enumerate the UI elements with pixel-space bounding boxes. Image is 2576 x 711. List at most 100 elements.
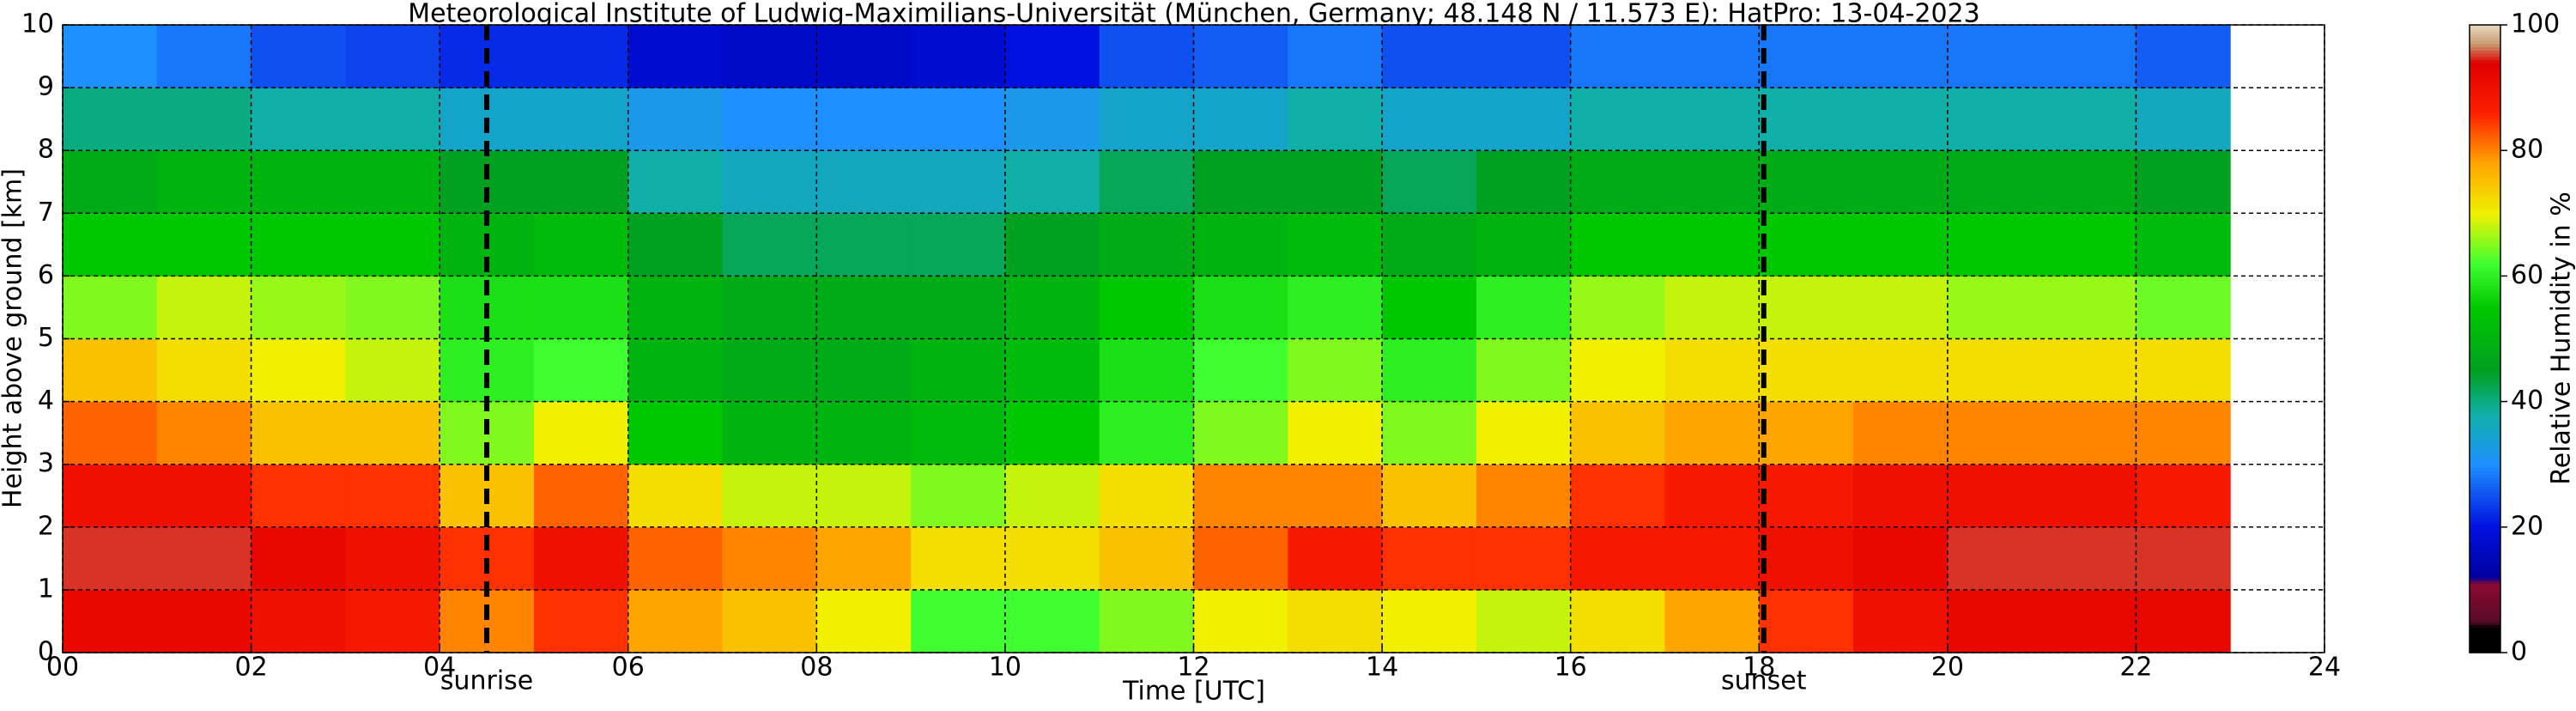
heatmap-cell: [63, 25, 157, 88]
colorbar-segment: [2470, 270, 2500, 273]
heatmap-cell: [1005, 465, 1100, 528]
heatmap-cell: [1382, 402, 1476, 465]
heatmap-cell: [157, 25, 252, 88]
colorbar-segment: [2470, 524, 2500, 527]
heatmap-cell: [1005, 150, 1100, 214]
heatmap-cell: [534, 402, 628, 465]
heatmap-cell: [534, 339, 628, 403]
colorbar-segment: [2470, 615, 2500, 618]
colorbar-segment: [2470, 330, 2500, 333]
heatmap-cell: [1853, 402, 1948, 465]
heatmap-cell: [816, 276, 911, 339]
heatmap-cell: [723, 276, 817, 339]
colorbar-segment: [2470, 141, 2500, 144]
colorbar-segment: [2470, 461, 2500, 465]
heatmap-cell: [911, 213, 1005, 276]
heatmap-cell: [816, 25, 911, 88]
colorbar-segment: [2470, 380, 2500, 383]
heatmap-cell: [1476, 527, 1571, 591]
heatmap-cell: [157, 213, 252, 276]
heatmap-cell: [1476, 213, 1571, 276]
heatmap-cell: [157, 590, 252, 653]
colorbar-segment: [2470, 512, 2500, 515]
colorbar-segment: [2470, 398, 2500, 402]
heatmap-cell: [252, 339, 346, 403]
heatmap-cell: [1382, 465, 1476, 528]
colorbar-segment: [2470, 474, 2500, 477]
heatmap-cell: [1853, 213, 1948, 276]
heatmap-cell: [1100, 527, 1194, 591]
colorbar-segment: [2470, 611, 2500, 615]
y-tick-label: 1: [38, 574, 54, 604]
heatmap-cell: [1759, 213, 1853, 276]
heatmap-cell: [911, 276, 1005, 339]
x-tick-label: 08: [800, 653, 833, 683]
colorbar-segment: [2470, 562, 2500, 565]
colorbar-segment: [2470, 116, 2500, 119]
heatmap-cell: [345, 339, 439, 403]
colorbar-segment: [2470, 596, 2500, 599]
colorbar-segment: [2470, 471, 2500, 474]
colorbar-segment: [2470, 119, 2500, 123]
colorbar-segment: [2470, 175, 2500, 179]
colorbar-segment: [2470, 452, 2500, 455]
heatmap-cell: [1948, 339, 2042, 403]
heatmap-cell: [2136, 339, 2230, 403]
heatmap-cell: [157, 527, 252, 591]
colorbar-label: Relative Humidity in %: [2547, 191, 2576, 484]
x-tick-label: 02: [234, 653, 267, 683]
heatmap-cell: [1948, 88, 2042, 151]
heatmap-cell: [911, 402, 1005, 465]
heatmap-cell: [1194, 590, 1288, 653]
colorbar-segment: [2470, 345, 2500, 349]
heatmap-cell: [252, 276, 346, 339]
heatmap-cell: [628, 25, 723, 88]
colorbar-segment: [2470, 477, 2500, 480]
heatmap-cell: [1005, 276, 1100, 339]
colorbar-segment: [2470, 577, 2500, 580]
colorbar-segment: [2470, 448, 2500, 452]
heatmap-cell: [252, 213, 346, 276]
heatmap-cell: [1571, 527, 1665, 591]
colorbar-segment: [2470, 414, 2500, 417]
colorbar-segment: [2470, 446, 2500, 449]
heatmap-cell: [1948, 213, 2042, 276]
colorbar-segment: [2470, 129, 2500, 132]
y-tick-label: 10: [21, 9, 54, 40]
colorbar-segment: [2470, 222, 2500, 226]
heatmap-cell: [1288, 590, 1382, 653]
annotation-label: sunset: [1721, 666, 1807, 696]
heatmap-cell: [911, 339, 1005, 403]
colorbar-segment: [2470, 574, 2500, 578]
heatmap-cell: [1948, 402, 2042, 465]
heatmap-cell: [1288, 465, 1382, 528]
heatmap-cell: [628, 402, 723, 465]
colorbar-segment: [2470, 239, 2500, 242]
heatmap-cell: [1948, 25, 2042, 88]
heatmap-cell: [1759, 276, 1853, 339]
colorbar-segment: [2470, 50, 2500, 53]
heatmap-cell: [1194, 88, 1288, 151]
colorbar-segment: [2470, 82, 2500, 85]
heatmap-cell: [816, 465, 911, 528]
heatmap-cell: [1853, 339, 1948, 403]
heatmap-cell: [1571, 276, 1665, 339]
heatmap-cell: [1476, 25, 1571, 88]
heatmap-cell: [63, 402, 157, 465]
colorbar-segment: [2470, 624, 2500, 628]
colorbar-segment: [2470, 584, 2500, 587]
heatmap-cell: [723, 213, 817, 276]
heatmap-cell: [1759, 527, 1853, 591]
colorbar-segment: [2470, 518, 2500, 521]
heatmap-cell: [63, 527, 157, 591]
colorbar-segment: [2470, 194, 2500, 198]
colorbar-segment: [2470, 411, 2500, 415]
heatmap-cell: [1759, 25, 1853, 88]
heatmap-cell: [534, 276, 628, 339]
x-tick-label: 10: [989, 653, 1021, 683]
heatmap-cell: [439, 150, 534, 214]
heatmap-cell: [1194, 339, 1288, 403]
colorbar-segment: [2470, 634, 2500, 637]
colorbar-segment: [2470, 508, 2500, 512]
